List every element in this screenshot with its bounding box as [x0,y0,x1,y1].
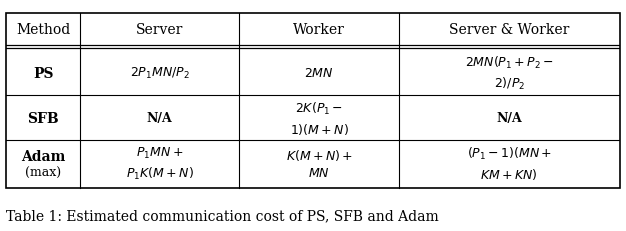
Text: Method: Method [16,23,70,37]
Text: Server & Worker: Server & Worker [449,23,570,37]
Text: $2K(P_1-$
$1)(M+N)$: $2K(P_1-$ $1)(M+N)$ [290,100,349,136]
Text: PS: PS [33,67,53,80]
Text: SFB: SFB [28,111,59,125]
Text: $2P_1MN/P_2$: $2P_1MN/P_2$ [130,66,190,81]
Text: $2MN$: $2MN$ [304,67,334,80]
Text: Server: Server [136,23,183,37]
Text: Table 1: Estimated communication cost of PS, SFB and Adam: Table 1: Estimated communication cost of… [6,208,439,222]
Text: N/A: N/A [146,112,173,125]
Text: $P_1MN+$
$P_1K(M+N)$: $P_1MN+$ $P_1K(M+N)$ [126,146,193,181]
Text: $2MN(P_1+P_2-$
$2)/P_2$: $2MN(P_1+P_2-$ $2)/P_2$ [465,55,554,92]
Text: Worker: Worker [293,23,345,37]
Text: $K(M+N)+$
$MN$: $K(M+N)+$ $MN$ [285,148,352,179]
Bar [6,14,620,188]
Text: $(P_1-1)(MN+$
$KM+KN)$: $(P_1-1)(MN+$ $KM+KN)$ [467,146,552,181]
Text: Adam: Adam [21,150,65,164]
Text: N/A: N/A [496,112,522,125]
Text: (max): (max) [25,166,61,179]
